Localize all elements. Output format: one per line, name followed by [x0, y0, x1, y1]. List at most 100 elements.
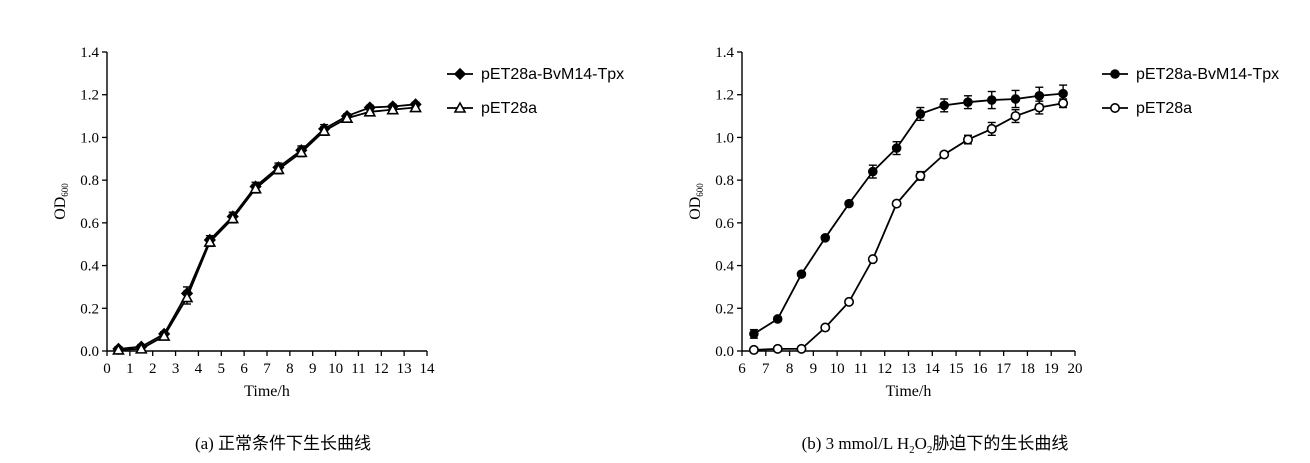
chart-panel-a: 0.00.20.40.60.81.01.21.40 1 2 3 4 5 6 7 8 9 10 11 12… — [52, 45, 624, 400]
x-tick-label: 2 — [149, 361, 157, 377]
x-tick-label: 9 — [309, 361, 317, 377]
data-point — [939, 100, 949, 111]
x-tick-label: 18 — [1020, 361, 1035, 377]
data-point — [796, 269, 807, 279]
y-tick-label: 1.4 — [715, 45, 734, 61]
data-point — [986, 123, 997, 134]
legend-label: pET28a-BvM14-Tpx — [1136, 66, 1279, 83]
x-tick-label: 11 — [854, 361, 868, 377]
series-1 — [112, 100, 422, 355]
series-1 — [748, 98, 1069, 355]
x-tick-label: 8 — [786, 361, 794, 377]
x-tick-label: 20 — [1068, 361, 1083, 377]
y-tick-label: 1.2 — [80, 88, 99, 104]
data-point — [748, 344, 759, 355]
y-tick-label: 0.2 — [715, 301, 734, 317]
series-0 — [112, 98, 422, 355]
data-point — [1058, 98, 1069, 109]
x-tick-label: 10 — [328, 361, 343, 377]
legend-label: pET28a — [481, 100, 537, 117]
y-tick-label: 0.6 — [715, 216, 734, 232]
x-tick-label: 13 — [397, 361, 412, 377]
data-point — [749, 329, 759, 339]
x-tick-label: 0 — [103, 361, 111, 377]
legend-marker — [453, 101, 467, 113]
data-point — [915, 109, 926, 119]
data-point — [386, 103, 400, 115]
series-line — [753, 102, 1064, 351]
series-line — [118, 103, 416, 350]
data-point — [796, 343, 807, 354]
data-point — [180, 290, 194, 303]
data-point — [226, 211, 240, 224]
y-tick-label: 1.0 — [715, 130, 734, 146]
legend-label: pET28a — [1136, 100, 1192, 117]
y-axis-label-main: OD — [687, 197, 704, 220]
y-tick-label: 0.8 — [80, 173, 99, 189]
data-point — [272, 162, 285, 175]
y-tick-label: 1.0 — [80, 130, 99, 146]
x-tick-label: 12 — [374, 361, 389, 377]
x-tick-label: 15 — [949, 361, 964, 377]
y-tick-label: 0.4 — [80, 259, 99, 275]
x-tick-label: 6 — [738, 361, 746, 377]
legend-label: pET28a-BvM14-Tpx — [481, 66, 624, 83]
y-tick-label: 1.4 — [80, 45, 99, 61]
y-tick-label: 0.2 — [80, 301, 99, 317]
data-point — [1010, 94, 1021, 104]
data-point — [867, 254, 878, 265]
data-point — [1034, 90, 1045, 101]
legend: pET28a-BvM14-Tpx pET28a — [447, 66, 624, 117]
x-tick-label: 1 — [126, 361, 134, 377]
series-line — [753, 92, 1064, 335]
x-tick-label: 12 — [877, 361, 892, 377]
y-axis-label-main: OD — [52, 197, 69, 220]
x-tick-label: 16 — [972, 361, 988, 377]
y-tick-label: 0.6 — [80, 216, 99, 232]
x-tick-label: 6 — [240, 361, 248, 377]
x-tick-label: 13 — [901, 361, 916, 377]
data-point — [249, 182, 262, 194]
caption-b: (b) 3 mmol/L H2O2胁迫下的生长曲线 — [802, 434, 1069, 456]
data-point — [915, 170, 926, 181]
y-tick-label: 1.2 — [715, 88, 734, 104]
caption-a: (a) 正常条件下生长曲线 — [195, 434, 371, 453]
data-point — [409, 100, 422, 113]
legend-marker — [1110, 69, 1120, 79]
data-point — [134, 342, 148, 354]
x-axis-label: Time/h — [886, 383, 932, 400]
data-point — [891, 198, 902, 209]
x-tick-label: 11 — [351, 361, 365, 377]
x-tick-label: 10 — [830, 361, 845, 377]
legend-marker — [453, 67, 467, 81]
data-point — [1034, 102, 1045, 113]
x-tick-label: 7 — [762, 361, 770, 377]
data-point — [939, 149, 950, 160]
y-axis-label-subscript: 600 — [60, 183, 70, 197]
x-tick-label: 19 — [1044, 361, 1059, 377]
data-point — [157, 329, 171, 341]
x-tick-label: 17 — [996, 361, 1012, 377]
data-point — [844, 198, 854, 209]
data-point — [203, 235, 217, 247]
data-point — [112, 343, 125, 355]
data-point — [844, 296, 855, 307]
legend: pET28a-BvM14-Tpx pET28a — [1102, 66, 1279, 117]
y-axis-label: OD600 — [52, 183, 70, 220]
y-tick-label: 0.0 — [715, 344, 734, 360]
x-tick-label: 7 — [263, 361, 271, 377]
x-axis-label: Time/h — [244, 383, 290, 400]
data-point — [820, 233, 831, 243]
data-point — [772, 314, 783, 324]
data-point — [317, 124, 331, 136]
data-point — [820, 322, 831, 333]
legend-marker — [1110, 103, 1121, 114]
y-tick-label: 0.0 — [80, 344, 99, 360]
data-point — [986, 95, 997, 105]
x-tick-label: 9 — [810, 361, 818, 377]
data-point — [363, 105, 377, 117]
y-axis-label-subscript: 600 — [695, 183, 705, 197]
x-tick-label: 14 — [925, 361, 941, 377]
x-tick-label: 8 — [286, 361, 294, 377]
